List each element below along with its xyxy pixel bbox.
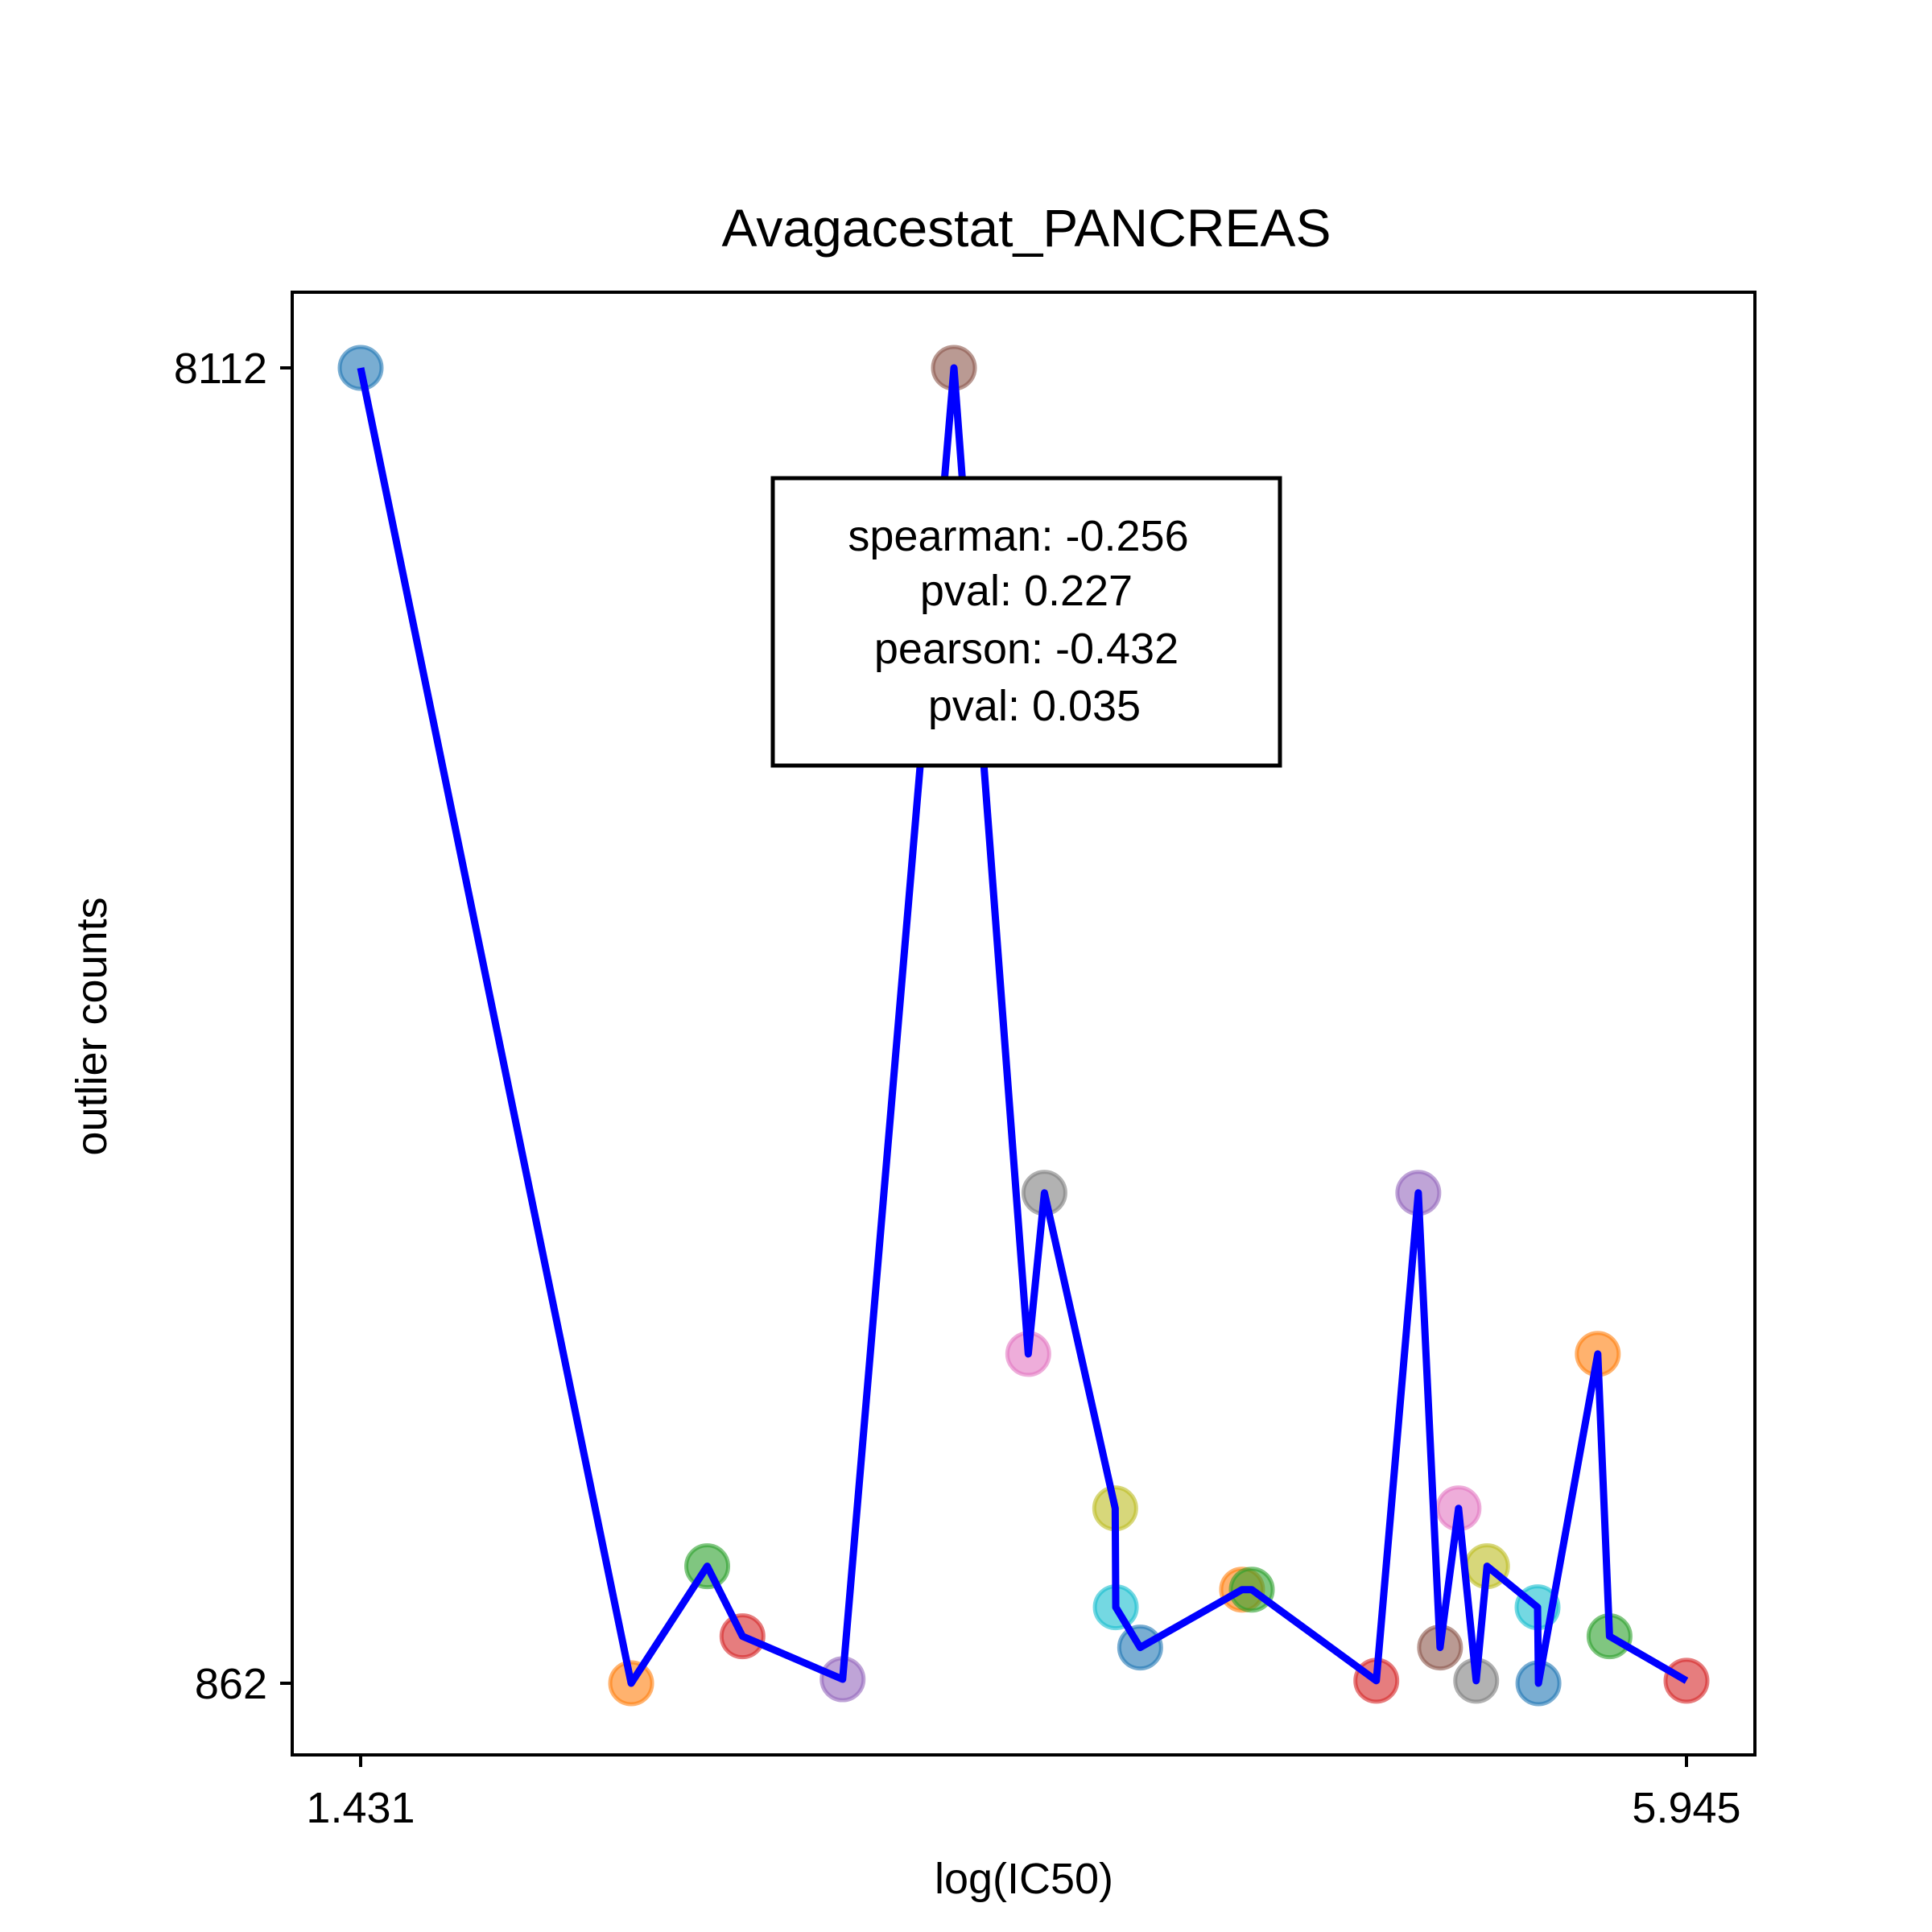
stats-box-frame — [770, 476, 1282, 768]
tick-layer: 1.431 5.945 862 8112 — [174, 345, 1741, 1832]
stats-pearson-pval: pval: 0.035 — [928, 682, 1141, 730]
series-line — [357, 364, 1689, 1687]
stats-spearman-pval: pval: 0.227 — [920, 567, 1133, 615]
y-tick-label-2: 8112 — [174, 345, 267, 393]
stats-box: spearman: -0.256 pval: 0.227 pearson: -0… — [770, 476, 1282, 768]
stats-spearman: spearman: -0.256 — [848, 512, 1188, 560]
stats-pearson: pearson: -0.432 — [874, 625, 1179, 673]
plot-frame — [291, 291, 1757, 1757]
series-layer — [337, 345, 1710, 1707]
x-axis-label: log(IC50) — [935, 1855, 1113, 1903]
y-tick-label-1: 862 — [195, 1660, 267, 1708]
x-tick-label-1: 1.431 — [306, 1784, 415, 1832]
x-tick-label-2: 5.945 — [1632, 1784, 1740, 1832]
y-axis-label: outlier counts — [68, 897, 116, 1155]
chart-title: Avagacestat_PANCREAS — [722, 198, 1331, 258]
